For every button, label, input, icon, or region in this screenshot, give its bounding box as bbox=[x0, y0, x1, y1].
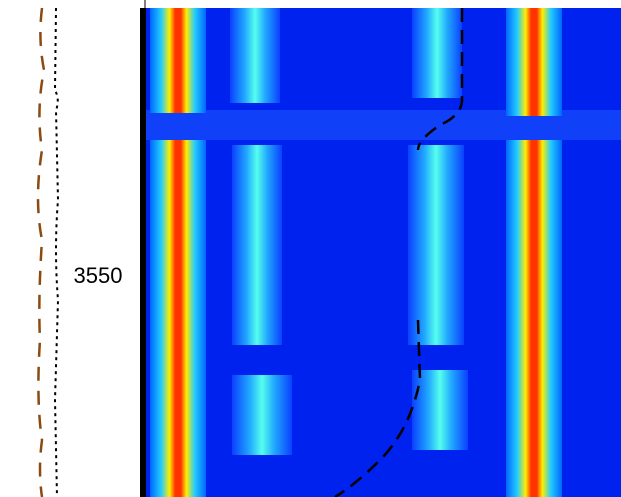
track-panel bbox=[0, 0, 140, 497]
band bbox=[232, 375, 292, 455]
depth-label: 3550 bbox=[74, 263, 123, 288]
band bbox=[506, 140, 562, 497]
curve-dotted bbox=[53, 7, 60, 497]
band bbox=[232, 145, 282, 345]
track-border bbox=[140, 8, 146, 497]
curve-dashed bbox=[334, 8, 464, 497]
band bbox=[230, 8, 280, 103]
band bbox=[408, 145, 464, 345]
band bbox=[150, 8, 206, 113]
band bbox=[412, 8, 462, 98]
band bbox=[150, 140, 206, 497]
band bbox=[412, 370, 468, 450]
band bbox=[506, 8, 562, 116]
